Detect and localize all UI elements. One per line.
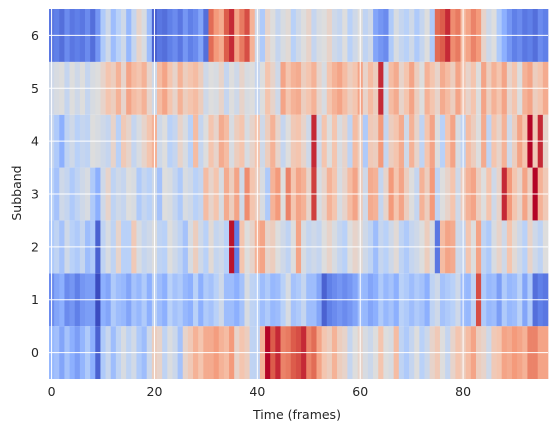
x-tick-label: 60	[352, 384, 368, 399]
y-axis-label: Subband	[9, 165, 24, 220]
y-tick-label: 2	[31, 239, 39, 254]
y-tick-label: 5	[31, 81, 39, 96]
tick-labels: 0 20 40 60 80 0 1 2 3 4 5 6	[31, 28, 471, 399]
y-tick-label: 3	[31, 187, 39, 202]
x-axis-label: Time (frames)	[252, 407, 341, 422]
x-tick-label: 80	[455, 384, 471, 399]
y-tick-label: 4	[31, 134, 39, 149]
x-tick-label: 20	[147, 384, 163, 399]
x-tick-label: 40	[249, 384, 265, 399]
y-tick-label: 0	[31, 345, 39, 360]
grid-lines	[49, 9, 548, 379]
y-tick-label: 1	[31, 292, 39, 307]
x-tick-label: 0	[48, 384, 56, 399]
y-tick-label: 6	[31, 28, 39, 43]
